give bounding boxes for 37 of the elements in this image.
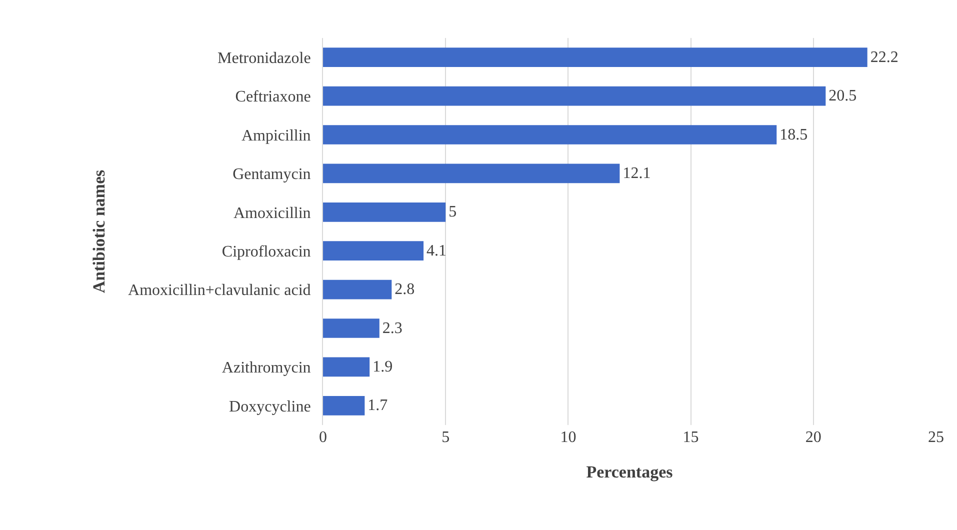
data-label: 2.3 [382, 320, 402, 337]
bar [323, 202, 446, 222]
y-tick-label: Azithromycin [222, 360, 311, 377]
x-tick-label: 25 [928, 429, 944, 446]
y-axis-title: Antibiotic names [90, 169, 109, 294]
y-tick-label: Amoxicillin+clavulanic acid [128, 282, 311, 300]
data-label: 20.5 [828, 88, 857, 105]
y-tick-label: Doxycycline [229, 398, 311, 416]
data-label: 22.2 [870, 48, 898, 66]
data-label: 5 [448, 204, 457, 221]
bar [323, 164, 620, 184]
bar [323, 396, 365, 416]
y-tick-label: Ceftriaxone [235, 88, 311, 106]
x-axis-title: Percentages [586, 462, 674, 482]
bar [323, 357, 370, 377]
x-tick-label: 5 [442, 429, 450, 446]
x-tick-label: 10 [560, 429, 576, 446]
bar [323, 48, 868, 68]
y-tick-label: Metronidazole [218, 50, 311, 67]
data-label: 1.9 [372, 358, 393, 376]
y-tick-label: Gentamycin [232, 166, 311, 184]
x-tick-label: 0 [319, 429, 327, 446]
data-label: 1.7 [368, 397, 388, 414]
bar [323, 86, 826, 106]
y-tick-label: Ampicillin [241, 127, 311, 144]
x-tick-label: 20 [805, 429, 822, 446]
y-tick-label: Amoxicillin [233, 204, 311, 222]
bar [323, 241, 424, 261]
bar [323, 125, 777, 144]
y-tick-label: Ciprofloxacin [222, 243, 311, 260]
bar [323, 318, 380, 338]
data-label: 12.1 [622, 164, 651, 182]
data-label: 2.8 [394, 281, 415, 298]
data-label: 4.1 [426, 242, 447, 260]
bar [323, 280, 392, 300]
x-tick-label: 15 [682, 429, 699, 446]
data-label: 18.5 [780, 126, 808, 144]
